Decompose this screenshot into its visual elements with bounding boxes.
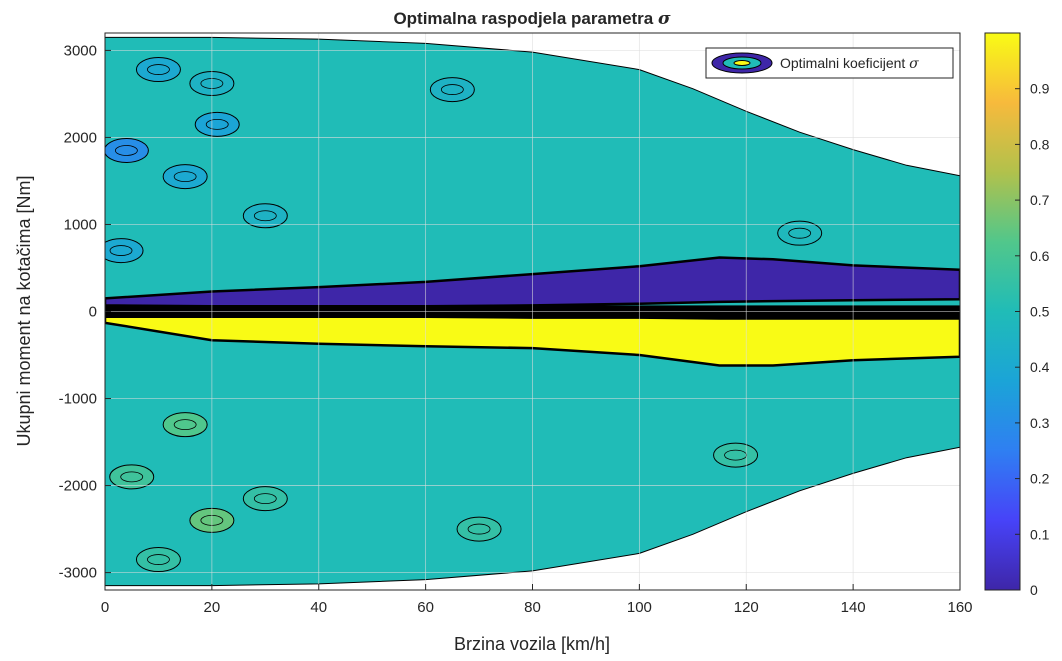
contour-patch-3	[162, 164, 208, 190]
contour-patch-ring-13	[467, 523, 491, 535]
y-axis-ticks: -3000 -2000 -1000 0 1000 2000 3000	[59, 42, 111, 582]
x-tick-label-3: 60	[417, 599, 434, 616]
contour-patch-6	[429, 77, 475, 103]
contour-patch-7	[105, 238, 144, 264]
colorbar-tick-label-7: 0.7	[1030, 192, 1050, 208]
contour-patch-ring-5	[253, 210, 277, 222]
contour-patch-ring-14	[788, 227, 812, 239]
x-tick-label-0: 0	[101, 599, 109, 616]
y-tick-label-1: -2000	[59, 478, 97, 495]
y-tick-label-5: 2000	[64, 129, 97, 146]
contour-patch-14	[777, 220, 823, 246]
colorbar-tick-label-0: 0	[1030, 582, 1038, 598]
y-tick-label-0: -3000	[59, 565, 97, 582]
colorbar-tick-label-3: 0.3	[1030, 415, 1050, 431]
y-tick-label-3: 0	[89, 304, 97, 321]
x-tick-label-6: 120	[734, 599, 759, 616]
contour-patch-ring-11	[147, 554, 170, 565]
colorbar-tick-label-8: 0.8	[1030, 136, 1050, 152]
contour-patch-2	[194, 111, 240, 137]
colorbar	[984, 32, 1021, 591]
contour-patch-ring-2	[205, 118, 229, 130]
y-tick-label-4: 1000	[64, 216, 97, 233]
contour-patch-10	[109, 464, 155, 490]
contour-patch-ring-3	[173, 171, 197, 183]
legend-label: Optimalni koeficijent σ	[780, 55, 919, 72]
legend: Optimalni koeficijent σ	[705, 47, 954, 79]
contour-patch-ring-0	[147, 64, 170, 75]
x-tick-label-4: 80	[524, 599, 541, 616]
y-tick-label-2: -1000	[59, 391, 97, 408]
contour-patch-13	[456, 516, 502, 542]
x-axis-ticks: 0 20 40 60 80 100 120 140 160	[101, 584, 973, 616]
y-axis-label: Ukupni moment na kotačima [Nm]	[14, 175, 34, 446]
contour-patch-15	[713, 442, 759, 468]
contour-patch-1	[105, 137, 149, 163]
colorbar-tick-label-4: 0.4	[1030, 359, 1050, 375]
contour-patch-ring-8	[173, 419, 197, 431]
contour-patch-ring-6	[440, 84, 464, 95]
colorbar-tick-label-1: 0.1	[1030, 526, 1050, 542]
colorbar-tick-label-9: 0.9	[1030, 81, 1050, 97]
legend-contour-icon	[711, 52, 773, 74]
contour-patch-11	[135, 547, 181, 573]
contour-patch-0	[135, 57, 181, 83]
contour-patch-ring-7	[109, 245, 133, 256]
contour-patch-8	[162, 412, 208, 438]
contour-patch-ring-1	[114, 145, 138, 156]
colorbar-tick-label-5: 0.5	[1030, 304, 1050, 320]
x-tick-label-5: 100	[627, 599, 652, 616]
contour-patch-ring-12	[253, 493, 277, 505]
contour-patch-12	[242, 486, 288, 512]
colorbar-tick-label-2: 0.2	[1030, 471, 1050, 487]
x-tick-label-1: 20	[204, 599, 221, 616]
y-tick-label-6: 3000	[64, 42, 97, 59]
x-tick-label-8: 160	[947, 599, 972, 616]
colorbar-tick-label-6: 0.6	[1030, 248, 1050, 264]
x-tick-label-2: 40	[310, 599, 327, 616]
x-tick-label-7: 140	[841, 599, 866, 616]
chart-title: Optimalna raspodjela parametra σ	[393, 9, 671, 29]
contour-patch-5	[242, 203, 288, 229]
x-axis-label: Brzina vozila [km/h]	[454, 634, 610, 654]
contour-patch-ring-10	[120, 471, 144, 483]
colorbar-ticks: 0 0.1 0.2 0.3 0.4 0.5 0.6 0.7 0.8 0.9	[1015, 81, 1050, 598]
